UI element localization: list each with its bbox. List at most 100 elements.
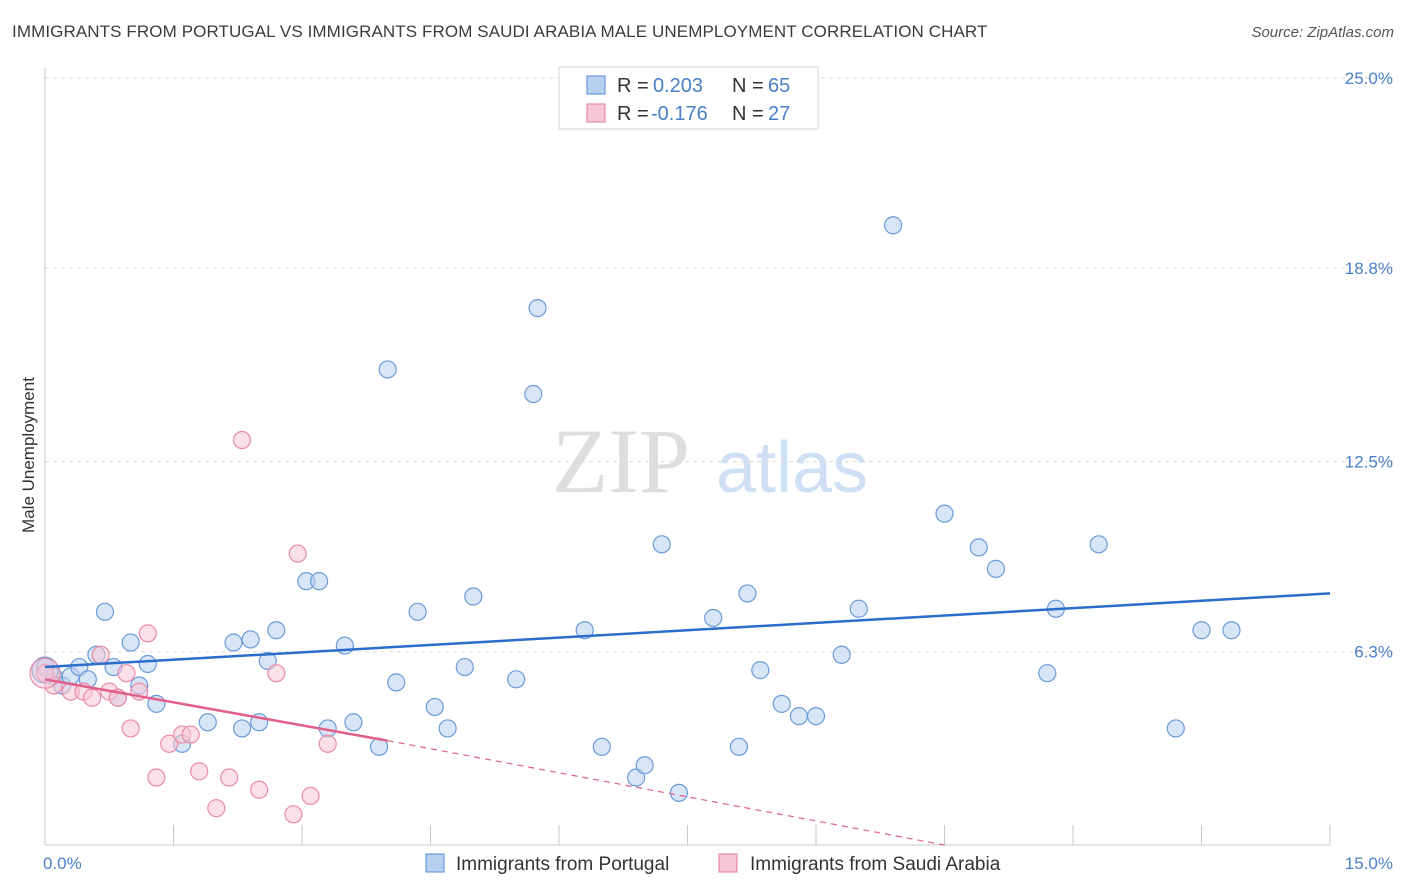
legend-n-label-saudi: N = bbox=[732, 103, 764, 125]
watermark-atlas: atlas bbox=[716, 428, 868, 508]
point-saudi bbox=[147, 768, 166, 787]
chart-title: IMMIGRANTS FROM PORTUGAL VS IMMIGRANTS F… bbox=[12, 22, 988, 41]
trend-line-portugal bbox=[44, 592, 1331, 669]
legend-r-label-portugal: R = bbox=[617, 75, 649, 97]
point-saudi bbox=[301, 786, 320, 806]
point-saudi bbox=[35, 664, 55, 683]
bottom-legend-swatch-saudi bbox=[718, 853, 738, 873]
point-portugal bbox=[1166, 719, 1185, 738]
point-saudi bbox=[160, 734, 179, 753]
legend-r-value-portugal: 0.203 bbox=[653, 75, 703, 97]
point-portugal bbox=[1192, 621, 1211, 640]
y-tick-label: 18.8% bbox=[1345, 259, 1393, 278]
y-tick-label: 6.3% bbox=[1354, 643, 1393, 662]
source-credit: Source: ZipAtlas.com bbox=[1251, 24, 1394, 41]
point-portugal bbox=[652, 535, 671, 554]
point-saudi bbox=[318, 734, 337, 753]
point-portugal bbox=[751, 661, 770, 680]
legend-n-label-portugal: N = bbox=[732, 75, 764, 97]
gridlines bbox=[45, 77, 1395, 653]
point-portugal bbox=[425, 697, 444, 717]
point-portugal bbox=[1222, 621, 1241, 640]
point-portugal bbox=[241, 630, 260, 649]
legend-n-value-saudi: 27 bbox=[768, 103, 790, 125]
point-portugal bbox=[121, 633, 140, 652]
point-portugal bbox=[669, 783, 689, 802]
bottom-legend-label-portugal: Immigrants from Portugal bbox=[456, 854, 669, 875]
point-portugal bbox=[507, 670, 526, 689]
y-tick-label: 12.5% bbox=[1345, 453, 1393, 472]
point-saudi bbox=[288, 544, 307, 563]
trend-line-saudi-extension bbox=[387, 740, 945, 846]
point-saudi bbox=[250, 780, 269, 799]
point-portugal bbox=[1038, 664, 1057, 683]
point-saudi bbox=[284, 805, 303, 824]
bottom-legend-swatch-portugal bbox=[425, 853, 445, 873]
y-tick-label: 25.0% bbox=[1345, 69, 1393, 88]
legend-r-value-saudi: -0.176 bbox=[651, 103, 708, 125]
point-portugal bbox=[344, 713, 363, 732]
point-saudi bbox=[207, 799, 226, 818]
trend-line-saudi bbox=[44, 678, 388, 742]
point-saudi-cluster bbox=[29, 657, 61, 689]
y-axis-title: Male Unemployment bbox=[19, 377, 38, 533]
point-portugal bbox=[138, 654, 157, 674]
point-portugal bbox=[70, 657, 89, 677]
legend-swatch-portugal bbox=[586, 75, 606, 95]
point-portugal bbox=[849, 599, 868, 618]
point-portugal bbox=[335, 636, 354, 655]
y-tick-labels: 6.3% 12.5% 18.8% 25.0% bbox=[1345, 69, 1393, 662]
point-portugal bbox=[378, 360, 397, 379]
legend-r-label-saudi: R = bbox=[617, 103, 649, 125]
point-portugal bbox=[626, 768, 646, 787]
point-portugal bbox=[772, 694, 791, 713]
point-portugal bbox=[635, 756, 654, 775]
point-portugal bbox=[832, 645, 851, 664]
x-tick-label-min: 0.0% bbox=[43, 854, 82, 873]
series-legend: Immigrants from Portugal Immigrants from… bbox=[425, 853, 1001, 875]
point-portugal bbox=[310, 572, 329, 591]
point-saudi bbox=[190, 762, 209, 781]
x-tick-labels: 0.0% 15.0% bbox=[43, 854, 1393, 873]
point-portugal bbox=[455, 657, 474, 677]
point-portugal bbox=[729, 737, 749, 756]
point-portugal bbox=[806, 707, 826, 726]
point-portugal bbox=[789, 707, 808, 726]
legend-n-value-portugal: 65 bbox=[768, 75, 790, 97]
series-portugal-points bbox=[31, 216, 1241, 802]
legend-swatch-saudi bbox=[586, 103, 606, 123]
point-portugal bbox=[95, 602, 115, 621]
point-saudi bbox=[117, 664, 136, 683]
point-portugal bbox=[267, 621, 286, 640]
point-portugal bbox=[592, 737, 611, 756]
point-saudi bbox=[121, 719, 140, 738]
point-saudi bbox=[138, 624, 157, 643]
point-portugal bbox=[986, 559, 1006, 578]
point-portugal bbox=[438, 719, 457, 738]
trend-lines bbox=[44, 592, 1331, 846]
point-portugal bbox=[387, 673, 406, 692]
point-portugal bbox=[524, 384, 543, 404]
point-saudi bbox=[181, 725, 200, 744]
x-tick-label-max: 15.0% bbox=[1345, 854, 1393, 873]
series-saudi-points bbox=[29, 430, 337, 824]
point-portugal bbox=[704, 608, 723, 628]
point-portugal bbox=[198, 713, 217, 732]
point-portugal bbox=[528, 299, 547, 318]
point-saudi bbox=[83, 688, 102, 707]
point-portugal bbox=[969, 538, 988, 557]
axes bbox=[44, 68, 1331, 846]
point-saudi bbox=[220, 768, 239, 787]
correlation-legend: R = 0.203 N = 65 R = -0.176 N = 27 bbox=[558, 66, 819, 130]
point-portugal bbox=[464, 587, 483, 606]
bottom-legend-label-saudi: Immigrants from Saudi Arabia bbox=[750, 854, 1001, 875]
point-portugal bbox=[575, 621, 594, 640]
point-portugal bbox=[258, 651, 277, 671]
point-portugal bbox=[408, 602, 427, 621]
point-saudi bbox=[91, 645, 110, 664]
point-portugal bbox=[232, 719, 252, 738]
point-portugal bbox=[738, 584, 757, 603]
point-portugal bbox=[224, 633, 243, 652]
point-saudi bbox=[232, 430, 252, 450]
